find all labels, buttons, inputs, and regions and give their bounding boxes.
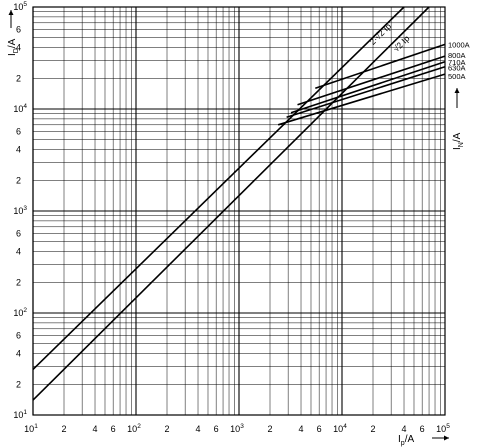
y-tick-label: 2: [16, 379, 21, 389]
y-tick-labels: 101 2 4 6 102 2 4 6 103 2 4 6 104 2 4 6 105: [13, 1, 27, 420]
y-tick-label: 104: [13, 103, 27, 114]
y-axis-label: ID/A: [7, 38, 20, 56]
y-tick-label: 6: [16, 331, 21, 341]
y-tick-label: 6: [16, 25, 21, 35]
diagonal-label-sqrt2: √2 Ip: [391, 33, 412, 54]
y-tick-label: 103: [13, 205, 27, 216]
x-axis-label: Ip/A: [398, 434, 414, 447]
series-line--2-ip: [32, 6, 430, 401]
y-axis-arrowhead: [8, 10, 14, 15]
y-tick-label: 4: [16, 145, 21, 155]
y-tick-label: 2: [16, 73, 21, 83]
series-line-2-2-ip: [32, 6, 405, 370]
diagonal-label-2sqrt2: 2·√2 Ip: [367, 21, 393, 47]
right-axis-label: IN/A: [452, 132, 465, 150]
chart-grid: [32, 6, 446, 416]
x-tick-label: 2: [61, 424, 66, 434]
series-label: 500A: [448, 72, 466, 81]
y-tick-label: 4: [16, 247, 21, 257]
series-line-500a: [277, 73, 446, 126]
x-tick-label: 4: [299, 424, 304, 434]
y-tick-label: 2: [16, 175, 21, 185]
x-tick-label: 101: [24, 423, 38, 434]
x-tick-label: 6: [420, 424, 425, 434]
x-tick-label: 6: [317, 424, 322, 434]
x-tick-label: 103: [230, 423, 244, 434]
x-tick-label: 104: [333, 423, 347, 434]
y-tick-label: 4: [16, 349, 21, 359]
x-tick-label: 2: [267, 424, 272, 434]
x-tick-label: 2: [370, 424, 375, 434]
x-tick-label: 6: [111, 424, 116, 434]
x-tick-label: 105: [436, 423, 450, 434]
x-tick-labels: 101 2 4 6 102 2 4 6 103 2 4 6 104 2 4 6 105: [24, 423, 450, 434]
series-line-630a: [286, 65, 446, 119]
x-tick-label: 4: [402, 424, 407, 434]
y-tick-label: 2: [16, 277, 21, 287]
chart-series: [32, 6, 446, 401]
x-axis-arrowhead: [444, 435, 449, 441]
y-tick-label: 105: [13, 1, 27, 12]
series-line-800a: [297, 55, 446, 106]
y-tick-label: 101: [13, 409, 27, 420]
x-tick-label: 4: [93, 424, 98, 434]
y-tick-label: 6: [16, 229, 21, 239]
y-tick-label: 6: [16, 127, 21, 137]
series-line-1000a: [315, 43, 446, 89]
y-tick-label: 102: [13, 307, 27, 318]
series-label: 1000A: [448, 40, 470, 49]
plot-frame: [32, 6, 446, 416]
series-label: 800A: [448, 51, 466, 60]
series-line-710a: [290, 61, 446, 114]
x-tick-label: 4: [196, 424, 201, 434]
right-axis-arrowhead: [454, 88, 460, 93]
x-tick-label: 6: [214, 424, 219, 434]
x-tick-label: 102: [127, 423, 141, 434]
y-tick-label: 4: [16, 43, 21, 53]
series-label: 710A: [448, 58, 466, 67]
series-label: 630A: [448, 64, 466, 73]
x-tick-label: 2: [164, 424, 169, 434]
